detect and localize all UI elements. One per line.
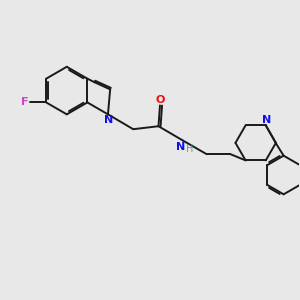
Text: N: N [176,142,185,152]
Text: O: O [156,95,165,105]
Text: H: H [186,144,193,154]
Text: N: N [262,115,271,125]
Text: F: F [21,98,28,107]
Text: N: N [104,115,113,125]
